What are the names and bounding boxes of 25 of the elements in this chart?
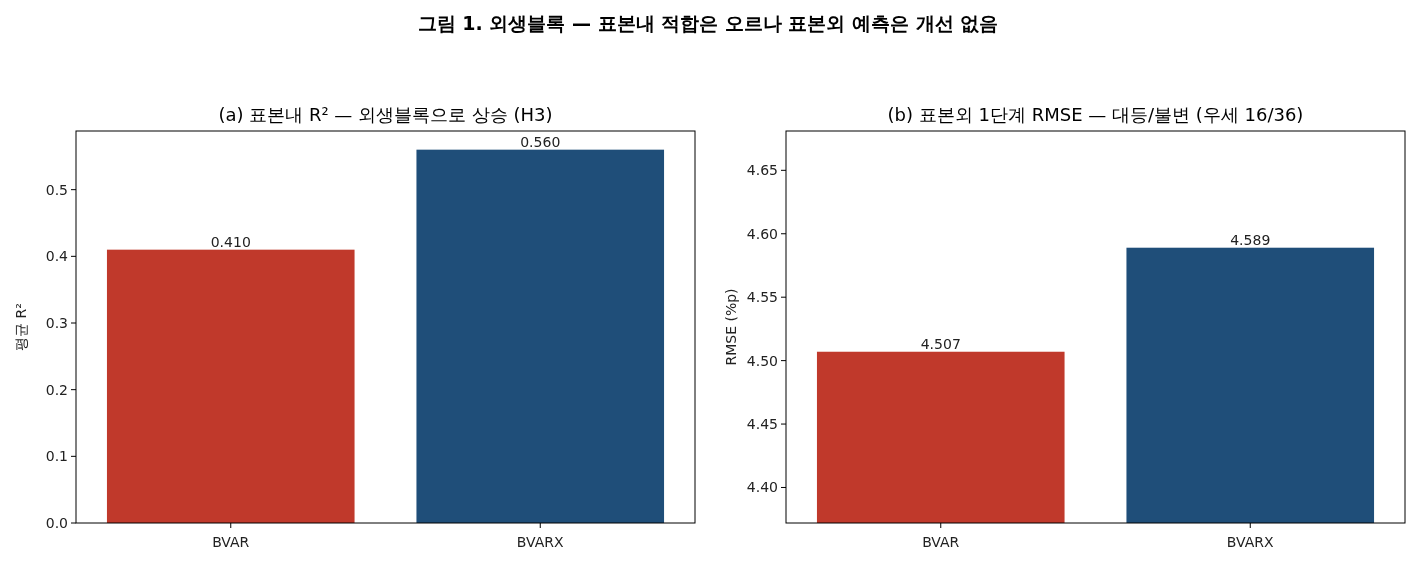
y-axis-title: 평균 R² <box>13 303 29 351</box>
y-tick-label: 0.2 <box>45 381 68 398</box>
y-tick-label: 4.65 <box>746 162 778 179</box>
y-tick-label: 4.45 <box>746 416 778 433</box>
x-tick-label: BVARX <box>1226 534 1275 550</box>
caption: 그림 1. 외생블록 — 표본내 적합은 오르나 표본외 예측은 개선 없음 <box>417 12 999 34</box>
y-tick-label: 4.40 <box>746 479 778 496</box>
data-label: 4.589 <box>1230 231 1271 248</box>
y-tick-label: 4.60 <box>746 225 778 242</box>
data-label: 0.410 <box>210 233 251 250</box>
y-axis-title: RMSE (%p) <box>723 288 739 366</box>
y-tick-label: 0.0 <box>45 515 68 531</box>
data-label: 4.507 <box>920 335 961 352</box>
data-label: 0.560 <box>520 133 561 150</box>
x-tick-label: BVAR <box>212 534 250 550</box>
chart-title: (a) 표본내 R² — 외생블록으로 상승 (H3) <box>218 104 553 125</box>
x-tick-label: BVARX <box>516 534 565 550</box>
y-tick-label: 0.3 <box>45 315 68 331</box>
chart-title: (b) 표본외 1단계 RMSE — 대등/불변 (우세 16/36) <box>887 104 1304 125</box>
y-tick-label: 0.1 <box>45 448 68 465</box>
y-tick-label: 4.50 <box>746 352 778 369</box>
y-tick-label: 0.4 <box>45 248 69 265</box>
x-tick-label: BVAR <box>922 534 960 550</box>
y-tick-label: 0.5 <box>45 181 68 198</box>
y-tick-label: 4.55 <box>746 289 778 306</box>
